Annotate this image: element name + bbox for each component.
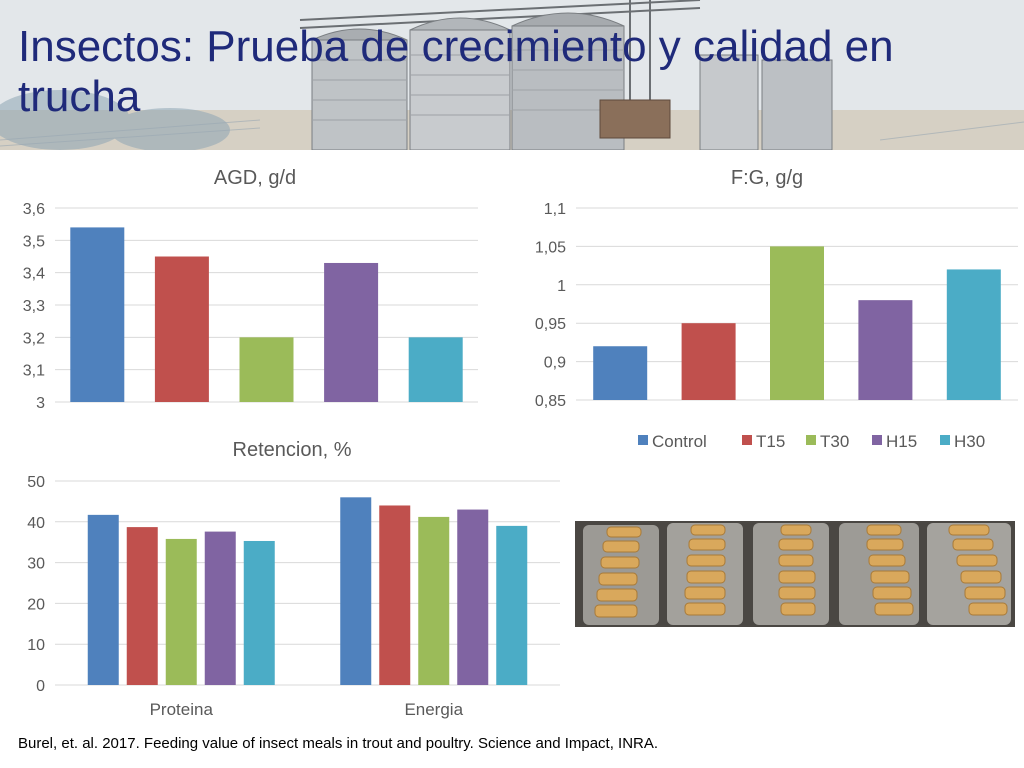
- chart-title: F:G, g/g: [731, 167, 803, 189]
- bar-energia-t15: [379, 505, 411, 685]
- legend-label: H30: [954, 432, 985, 451]
- x-category-label: Proteina: [150, 700, 214, 719]
- bar-proteina-t30: [165, 538, 197, 685]
- bar-h15: [324, 262, 379, 402]
- grain-silos-illustration: [0, 0, 1024, 150]
- bar-proteina-h30: [243, 540, 275, 685]
- legend-swatch-control: [638, 435, 648, 445]
- bar-t30: [239, 337, 294, 402]
- trout-fillets-photo: [575, 521, 1015, 627]
- bar-h30: [408, 337, 463, 402]
- bar-control: [593, 346, 648, 400]
- bar-energia-t30: [418, 516, 450, 685]
- slide-title: Insectos: Prueba de crecimiento y calida…: [18, 22, 894, 121]
- citation-text: Burel, et. al. 2017. Feeding value of in…: [18, 735, 659, 752]
- y-tick-label: 50: [27, 474, 45, 491]
- y-tick-label: 10: [27, 637, 45, 654]
- chart-fg: F:G, g/g 0,85 0,9 0,95 1 1,05 1,1 Control T15 T3…: [510, 158, 1024, 463]
- y-tick-label: 1: [557, 278, 566, 295]
- y-tick-label: 0,95: [535, 316, 566, 333]
- header-banner: Insectos: Prueba de crecimiento y calida…: [0, 0, 1024, 150]
- y-tick-label: 3,3: [23, 298, 45, 315]
- y-tick-label: 0: [36, 678, 45, 695]
- bar-proteina-h15: [204, 531, 236, 685]
- y-tick-label: 0,85: [535, 393, 566, 410]
- chart-title: AGD, g/d: [214, 167, 296, 189]
- bar-energia-h15: [457, 509, 489, 685]
- legend-swatch-t15: [742, 435, 752, 445]
- bar-t15: [681, 323, 736, 400]
- legend-swatch-h30: [940, 435, 950, 445]
- y-tick-label: 1,1: [544, 201, 566, 218]
- y-tick-label: 20: [27, 596, 45, 613]
- chart-title: Retencion, %: [233, 439, 352, 461]
- bar-t15: [154, 256, 209, 402]
- legend-label: T30: [820, 432, 849, 451]
- y-tick-label: 40: [27, 515, 45, 532]
- y-tick-label: 3,5: [23, 233, 45, 250]
- bar-energia-h30: [496, 525, 528, 685]
- y-tick-label: 3: [36, 395, 45, 412]
- legend-label: T15: [756, 432, 785, 451]
- legend-swatch-h15: [872, 435, 882, 445]
- y-tick-label: 3,4: [23, 266, 45, 283]
- y-tick-label: 1,05: [535, 239, 566, 256]
- bar-control: [70, 227, 125, 402]
- legend-swatch-t30: [806, 435, 816, 445]
- y-tick-label: 30: [27, 556, 45, 573]
- chart-retencion: Retencion, % 0 10 20 30 40 50 Proteina Energia: [0, 430, 560, 725]
- y-tick-label: 0,9: [544, 355, 566, 372]
- legend-label: Control: [652, 432, 707, 451]
- bar-energia-control: [340, 497, 372, 685]
- chart-agd: AGD, g/d 3 3,1 3,2 3,3 3,4 3,5 3,6: [0, 158, 510, 420]
- bar-proteina-t15: [126, 527, 158, 685]
- y-tick-label: 3,2: [23, 330, 45, 347]
- x-category-label: Energia: [404, 700, 463, 719]
- legend-label: H15: [886, 432, 917, 451]
- bar-h30: [946, 269, 1001, 400]
- y-tick-label: 3,1: [23, 363, 45, 380]
- bar-t30: [770, 246, 824, 400]
- bar-h15: [858, 300, 913, 400]
- y-tick-label: 3,6: [23, 201, 45, 218]
- bar-proteina-control: [87, 514, 119, 685]
